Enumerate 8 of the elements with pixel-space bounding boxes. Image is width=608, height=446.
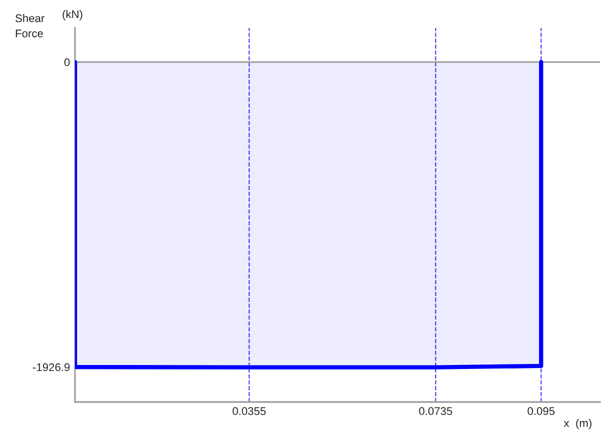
y-axis-title: Shear Force xyxy=(16,14,44,38)
y-tick-label: 0 xyxy=(64,58,70,66)
x-tick-label: 0.0355 xyxy=(232,407,266,416)
y-tick-label: -1926.9 xyxy=(32,363,70,372)
x-axis-title: x (m) xyxy=(564,418,592,430)
x-tick-label: 0.095 xyxy=(528,407,555,416)
x-tick-label: 0.0735 xyxy=(419,407,452,416)
text: (kN) xyxy=(62,10,82,20)
